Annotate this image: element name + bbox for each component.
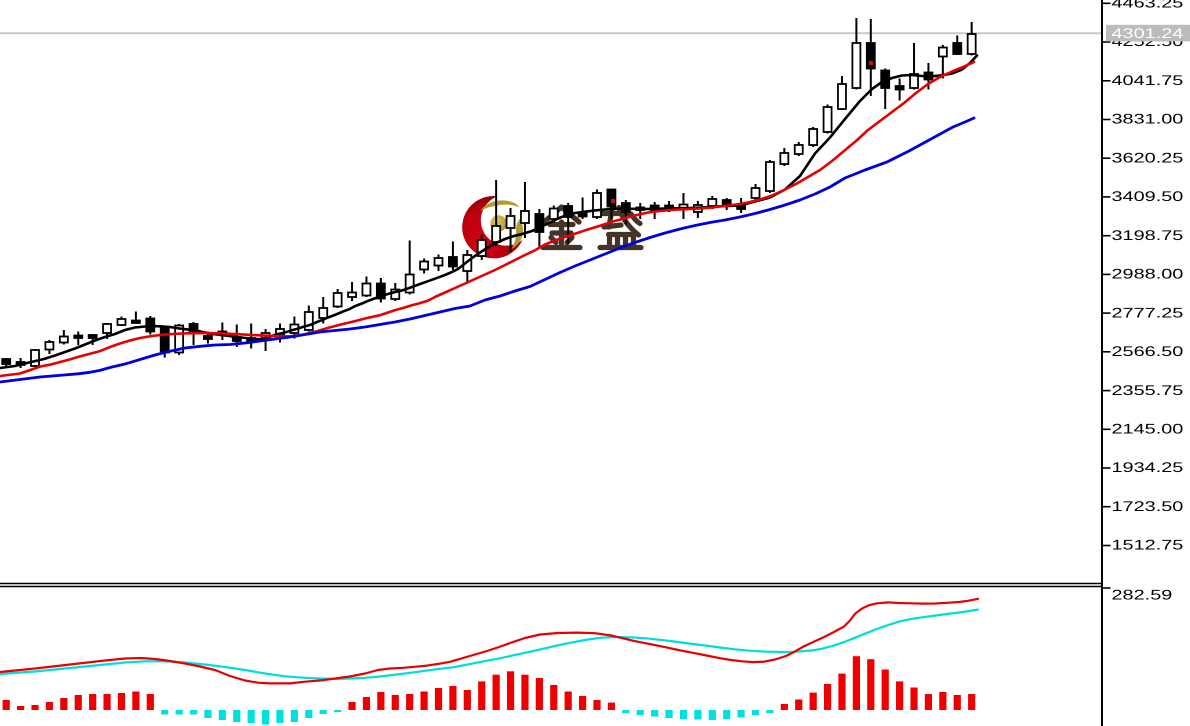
svg-text:4041.75: 4041.75 xyxy=(1112,72,1184,88)
svg-text:1512.75: 1512.75 xyxy=(1112,537,1184,553)
svg-text:4301.24: 4301.24 xyxy=(1112,25,1184,41)
svg-text:3198.75: 3198.75 xyxy=(1112,227,1184,243)
svg-text:2777.25: 2777.25 xyxy=(1112,304,1184,320)
svg-text:2355.75: 2355.75 xyxy=(1112,382,1184,398)
svg-text:3831.00: 3831.00 xyxy=(1112,111,1184,127)
svg-text:4463.25: 4463.25 xyxy=(1112,0,1184,11)
svg-text:1934.25: 1934.25 xyxy=(1112,459,1184,475)
svg-text:2988.00: 2988.00 xyxy=(1112,266,1184,282)
svg-text:282.59: 282.59 xyxy=(1112,587,1173,603)
svg-text:1723.50: 1723.50 xyxy=(1112,498,1184,514)
svg-text:3409.50: 3409.50 xyxy=(1112,188,1184,204)
svg-text:3620.25: 3620.25 xyxy=(1112,149,1184,165)
svg-text:2145.00: 2145.00 xyxy=(1112,421,1184,437)
svg-text:2566.50: 2566.50 xyxy=(1112,343,1184,359)
